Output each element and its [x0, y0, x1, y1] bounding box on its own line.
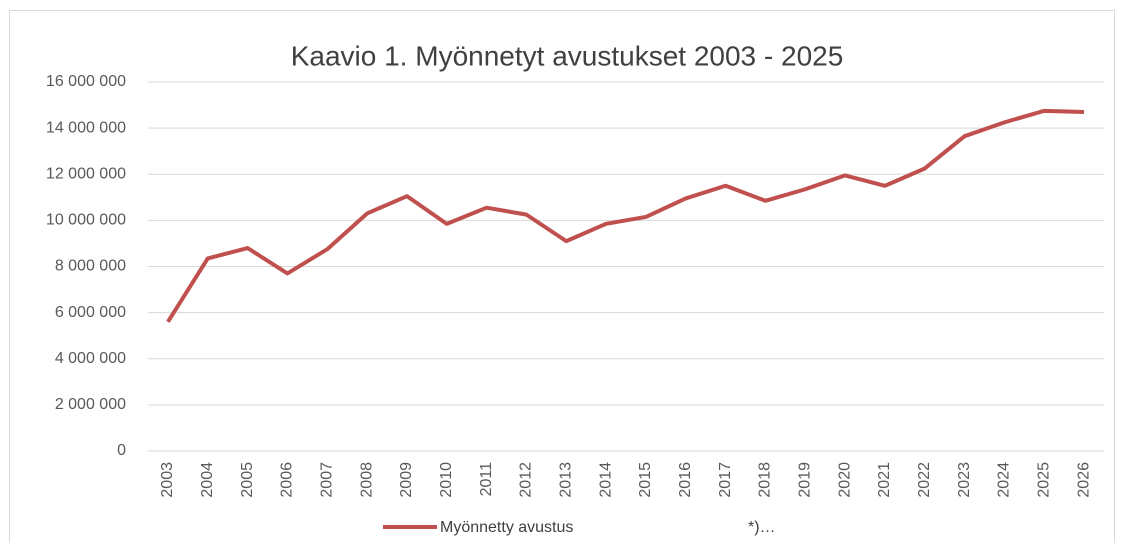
x-tick-label: 2019	[796, 462, 813, 498]
data-line	[166, 108, 1085, 323]
y-tick-label: 6 000 000	[55, 304, 126, 321]
y-tick-label: 16 000 000	[46, 73, 126, 90]
x-tick-label: 2017	[717, 462, 734, 498]
x-tick-label: 2022	[916, 462, 933, 498]
x-tick-label: 2020	[836, 462, 853, 498]
y-tick-label: 8 000 000	[55, 258, 126, 275]
x-tick-label: 2016	[677, 462, 694, 498]
x-tick-label: 2011	[478, 462, 495, 497]
x-tick-label: 2026	[1075, 462, 1092, 498]
legend-label: Myönnetty avustus	[440, 519, 573, 536]
chart-frame	[9, 10, 1115, 543]
x-tick-label: 2010	[438, 462, 455, 498]
x-tick-label: 2012	[518, 462, 535, 498]
x-tick-label: 2007	[318, 462, 335, 498]
x-tick-label: 2024	[996, 462, 1013, 498]
x-tick-label: 2014	[597, 462, 614, 498]
x-tick-label: 2015	[637, 462, 654, 498]
y-tick-label: 10 000 000	[46, 212, 126, 229]
x-tick-label: 2008	[358, 462, 375, 498]
y-tick-label: 12 000 000	[46, 165, 126, 182]
x-tick-label: 2009	[398, 462, 415, 498]
x-tick-label: 2003	[159, 462, 176, 498]
x-tick-label: 2006	[279, 462, 296, 498]
x-tick-label: 2005	[239, 462, 256, 498]
legend-note: *)…	[748, 519, 776, 536]
x-tick-label: 2023	[956, 462, 973, 498]
y-tick-label: 2 000 000	[55, 396, 126, 413]
y-tick-label: 14 000 000	[46, 119, 126, 136]
x-tick-label: 2025	[1035, 462, 1052, 498]
x-tick-label: 2021	[876, 462, 893, 498]
x-tick-label: 2013	[557, 462, 574, 498]
chart-title: Kaavio 1. Myönnetyt avustukset 2003 - 20…	[291, 40, 844, 71]
y-tick-label: 0	[117, 442, 126, 459]
x-tick-label: 2004	[199, 462, 216, 498]
y-tick-label: 4 000 000	[55, 350, 126, 367]
x-tick-label: 2018	[757, 462, 774, 498]
